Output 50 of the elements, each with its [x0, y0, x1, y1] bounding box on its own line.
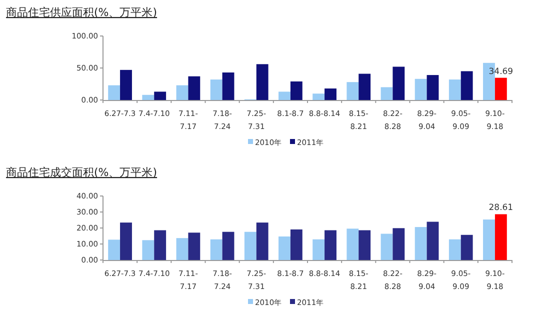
- bar: [483, 220, 495, 260]
- bar: [494, 78, 507, 100]
- bar: [108, 85, 120, 100]
- bar: [324, 230, 336, 260]
- bar: [154, 92, 166, 100]
- bar: [414, 227, 427, 260]
- bar: [290, 229, 302, 260]
- bar: [346, 228, 359, 260]
- bar: [188, 232, 200, 260]
- bar: [108, 240, 120, 260]
- bar: [290, 81, 302, 100]
- bar: [176, 85, 188, 100]
- bar: [176, 238, 188, 260]
- bar: [448, 239, 461, 260]
- bar: [392, 66, 405, 100]
- chart-title: 商品住宅成交面积(%、万平米): [6, 166, 158, 179]
- data-label: 28.61: [488, 203, 514, 214]
- bar: [244, 232, 256, 260]
- bar: [210, 80, 222, 100]
- bar: [256, 222, 268, 260]
- bar: [142, 240, 154, 260]
- bar: [256, 64, 268, 100]
- bar: [392, 228, 405, 260]
- bar: [120, 222, 132, 260]
- bar: [426, 222, 439, 260]
- bar: [210, 239, 222, 260]
- data-label: 34.69: [488, 66, 514, 77]
- bar: [380, 87, 393, 100]
- bar: [346, 82, 359, 100]
- bar: [142, 94, 154, 100]
- bar: [278, 236, 290, 260]
- bar: [222, 72, 234, 100]
- bar: [222, 232, 234, 260]
- bar: [358, 230, 371, 260]
- bar: [448, 80, 461, 100]
- bar: [324, 88, 336, 100]
- bar: [460, 234, 473, 260]
- bar: [460, 71, 473, 100]
- bar: [188, 76, 200, 100]
- bar: [358, 74, 371, 100]
- chart-title: 商品住宅供应面积(%、万平米): [6, 6, 158, 19]
- bar: [278, 92, 290, 100]
- bar: [380, 234, 393, 260]
- bar: [120, 70, 132, 100]
- bar: [312, 94, 325, 100]
- bar: [494, 214, 507, 260]
- bar: [426, 75, 439, 100]
- bar: [414, 78, 427, 100]
- bar: [312, 239, 325, 260]
- bar: [154, 230, 166, 260]
